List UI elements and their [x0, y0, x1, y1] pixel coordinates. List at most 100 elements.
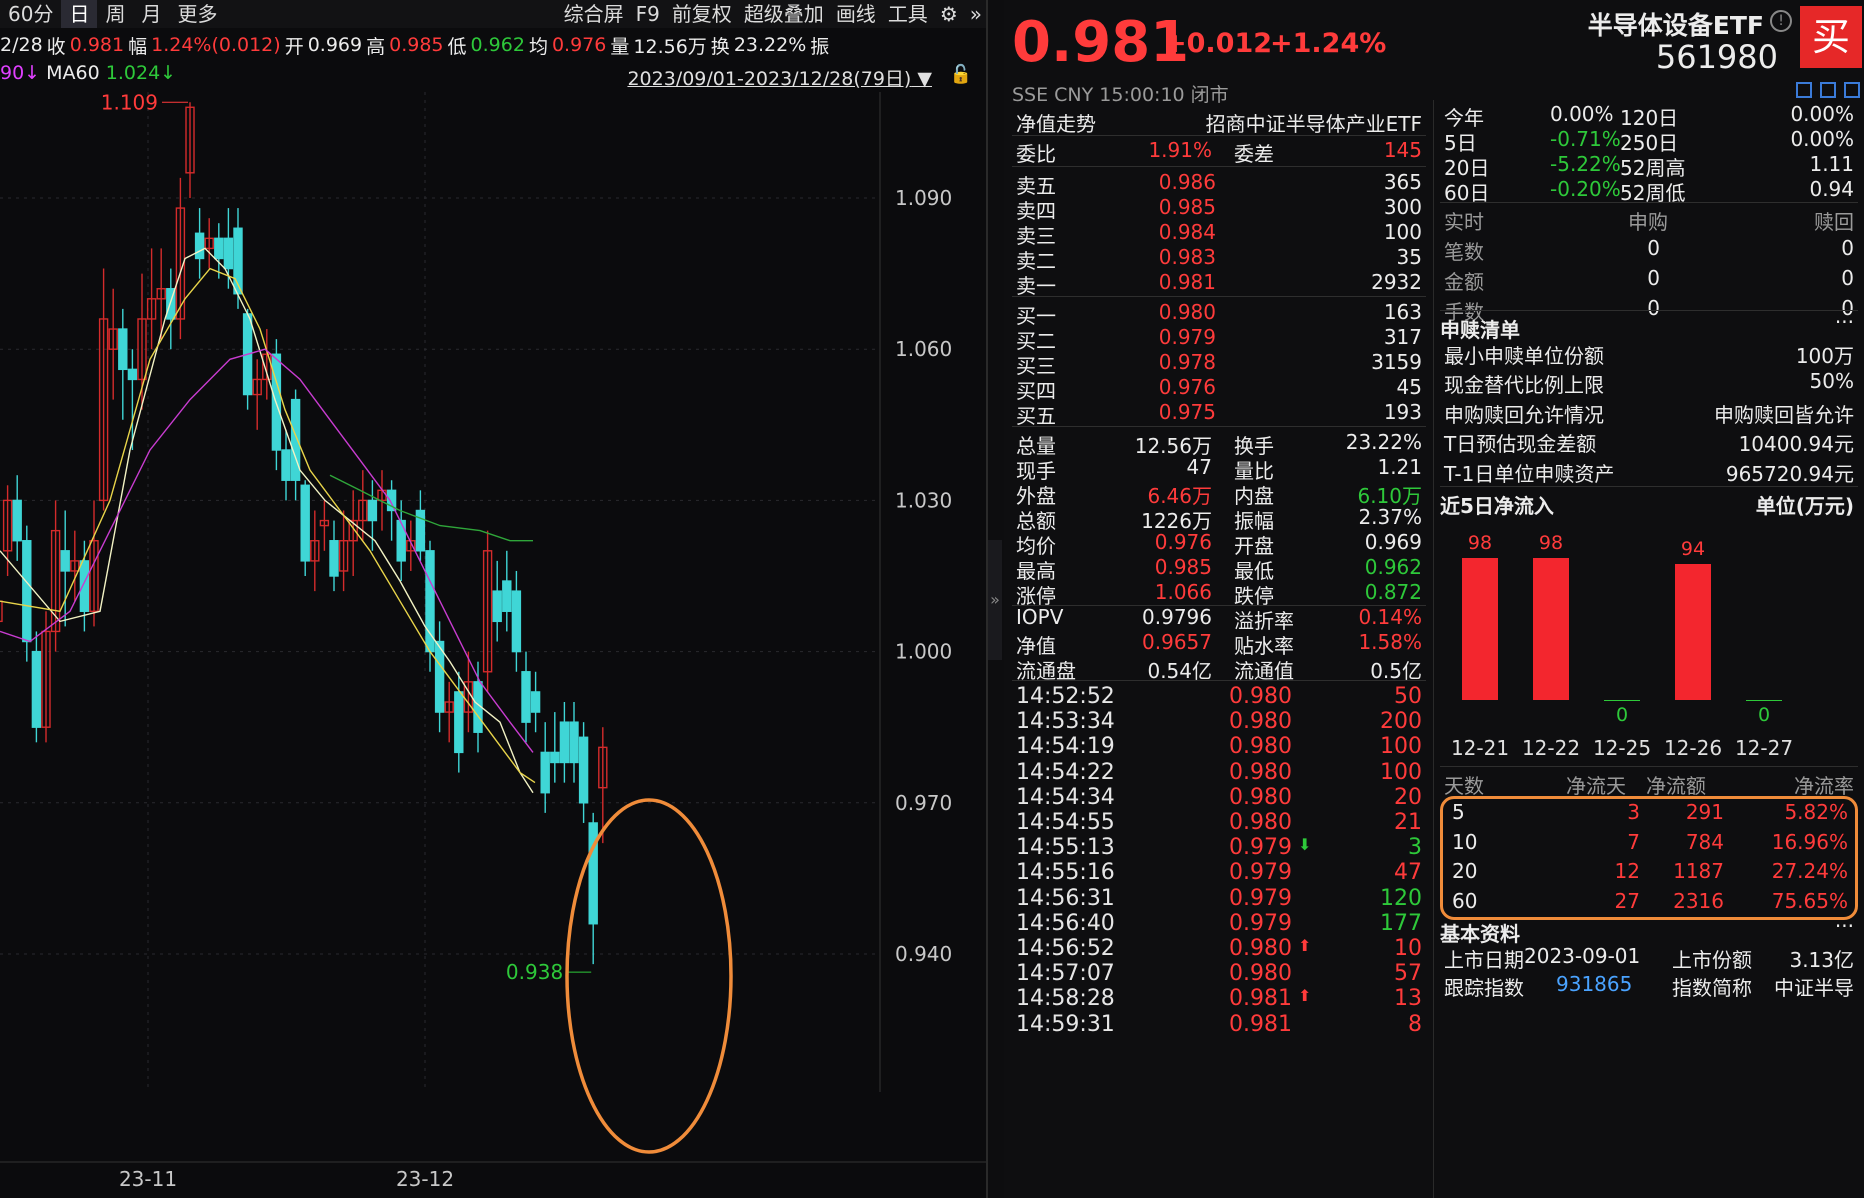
inflow-amount: 1187	[1673, 859, 1724, 883]
add-icon[interactable]	[1844, 82, 1860, 98]
creation-label: T日预估现金差额	[1444, 432, 1597, 457]
tick-volume: 57	[1394, 961, 1422, 987]
y-tick-label: 0.940	[895, 942, 952, 966]
ask-label: 卖二	[1016, 249, 1056, 273]
inflow-flow-days: 3	[1627, 800, 1640, 824]
tool-overview[interactable]: 综合屏	[563, 2, 624, 26]
ask-row[interactable]: 卖五 0.986 365	[1012, 170, 1426, 198]
tool-tools[interactable]: 工具	[887, 2, 928, 26]
edit-icon[interactable]	[1796, 82, 1812, 98]
y-tick-label: 1.030	[895, 488, 952, 512]
candle-down	[492, 590, 502, 623]
stat-row: IOPV 0.9796 溢折率 0.14%	[1012, 605, 1426, 633]
th-amount: 净流额	[1646, 774, 1706, 798]
up-arrow-icon: ⬆	[1298, 936, 1312, 955]
stat-row: 最高 0.985 最低 0.962	[1012, 555, 1426, 583]
window-icon[interactable]	[1820, 82, 1836, 98]
period-day[interactable]: 日	[61, 0, 98, 28]
inflow-bar[interactable]	[1675, 563, 1711, 700]
bid-volume: 193	[1383, 400, 1422, 424]
candle-up	[252, 378, 262, 396]
stat-row: 涨停 1.066 跌停 0.872	[1012, 580, 1426, 608]
panel-toggle-icon[interactable]: »	[988, 540, 1002, 660]
candle-down	[386, 489, 397, 512]
tick-time: 14:57:07	[1016, 961, 1115, 987]
tick-time: 14:56:52	[1016, 936, 1115, 961]
tool-draw[interactable]: 画线	[835, 2, 876, 26]
period-more[interactable]: 更多	[177, 2, 218, 26]
tool-overlay[interactable]: 超级叠加	[743, 2, 824, 26]
redeem-value: 0	[1841, 236, 1854, 260]
buy-button[interactable]: 买	[1800, 6, 1862, 68]
bid-row[interactable]: 买三 0.978 3159	[1012, 350, 1426, 378]
tick-price: 0.980	[1229, 734, 1292, 760]
bid-row[interactable]: 买二 0.979 317	[1012, 325, 1426, 353]
bid-row[interactable]: 买一 0.980 163	[1012, 300, 1426, 328]
bid-row[interactable]: 买四 0.976 45	[1012, 375, 1426, 403]
ask-row[interactable]: 卖四 0.985 300	[1012, 195, 1426, 223]
candlestick-chart[interactable]: 1.090 1.060 1.030 1.000 0.970 0.940 23-11 23-12…	[0, 92, 988, 1198]
ask-row[interactable]: 卖三 0.984 100	[1012, 220, 1426, 248]
realtime-header: 实时 申购 赎回	[1440, 206, 1858, 234]
bid-volume: 3159	[1371, 350, 1422, 374]
basic-title: 基本资料	[1440, 922, 1520, 946]
inflow-bar[interactable]	[1533, 558, 1569, 700]
ask-row[interactable]: 卖一 0.981 2932	[1012, 270, 1426, 298]
webi-row-label2: 委差	[1234, 142, 1274, 166]
avg-value: 0.976	[551, 34, 607, 56]
tick-price: 0.981	[1229, 986, 1292, 1012]
tool-adjust[interactable]: 前复权	[671, 2, 732, 26]
realtime-row: 手数 0 0	[1440, 296, 1858, 324]
quote-date: 2/28	[0, 34, 43, 56]
perf-label: 60日	[1444, 181, 1490, 205]
inflow-days: 10	[1452, 829, 1478, 854]
bid-price: 0.975	[1158, 400, 1216, 424]
creation-more-icon[interactable]: ···	[1834, 310, 1854, 334]
date-range-selector[interactable]: 2023/09/01-2023/12/28(79日) ▼	[627, 68, 932, 90]
creation-label: T-1日单位申赎资产	[1444, 461, 1615, 486]
candle-down	[550, 751, 560, 764]
bid-row[interactable]: 买五 0.975 193	[1012, 400, 1426, 428]
tool-f9[interactable]: F9	[635, 2, 660, 26]
inflow-days: 20	[1452, 859, 1478, 883]
redeem-label: 赎回	[1814, 210, 1854, 234]
candle-down	[118, 328, 128, 371]
inflow-bar[interactable]	[1604, 700, 1640, 701]
y-tick-label: 1.000	[895, 640, 952, 664]
perf-label2: 52周高	[1620, 156, 1686, 180]
period-week[interactable]: 周	[105, 2, 126, 26]
inflow-bar[interactable]	[1462, 558, 1498, 700]
period-60min[interactable]: 60分	[8, 2, 54, 26]
lock-icon[interactable]: 🔓	[949, 64, 972, 85]
perf-value: -0.71%	[1550, 127, 1621, 151]
stat-row-label2: 开盘	[1234, 534, 1274, 558]
stat-row: 现手 47 量比 1.21	[1012, 455, 1426, 483]
stat-row-label2: 量比	[1234, 459, 1274, 483]
subscribe-value: 0	[1647, 266, 1660, 290]
period-month[interactable]: 月	[141, 2, 162, 26]
ask-row[interactable]: 卖二 0.983 35	[1012, 245, 1426, 273]
inflow-table-row: 5 3 291 5.82%	[1440, 800, 1858, 828]
nav-trend-row[interactable]: 净值走势 招商中证半导体产业ETF	[1012, 108, 1426, 136]
tick-volume: 21	[1394, 810, 1422, 835]
range-label: 幅	[128, 35, 148, 58]
bid-price: 0.976	[1158, 375, 1216, 399]
collapse-icon[interactable]: »	[969, 2, 982, 26]
tick-volume: 120	[1380, 885, 1422, 911]
stat-row-value: 0.985	[1154, 555, 1212, 579]
basic-more-icon[interactable]: ···	[1834, 914, 1854, 938]
basic-row: 上市日期 2023-09-01 上市份额 3.13亿	[1440, 944, 1858, 972]
info-icon[interactable]: !	[1770, 10, 1792, 32]
candle-down	[569, 721, 579, 764]
inflow-bar[interactable]	[1746, 700, 1782, 701]
stat-row-value2: 1.58%	[1358, 630, 1422, 654]
index-code-link[interactable]: 931865	[1556, 972, 1633, 996]
settings-gear-icon[interactable]: ⚙	[939, 2, 958, 26]
bid-label: 买一	[1016, 304, 1056, 328]
kline-chart-panel[interactable]: 60分 日 周 月 更多 综合屏 F9 前复权 超级叠加 画线 工具 ⚙ » 2…	[0, 0, 988, 1198]
stat-row-value2: 0.14%	[1358, 605, 1422, 629]
inflow-table-row: 60 27 2316 75.65%	[1440, 889, 1858, 917]
inflow-amount: 291	[1685, 800, 1724, 824]
tick-time: 14:55:16	[1016, 860, 1115, 886]
perf-value: -0.20%	[1550, 177, 1621, 201]
